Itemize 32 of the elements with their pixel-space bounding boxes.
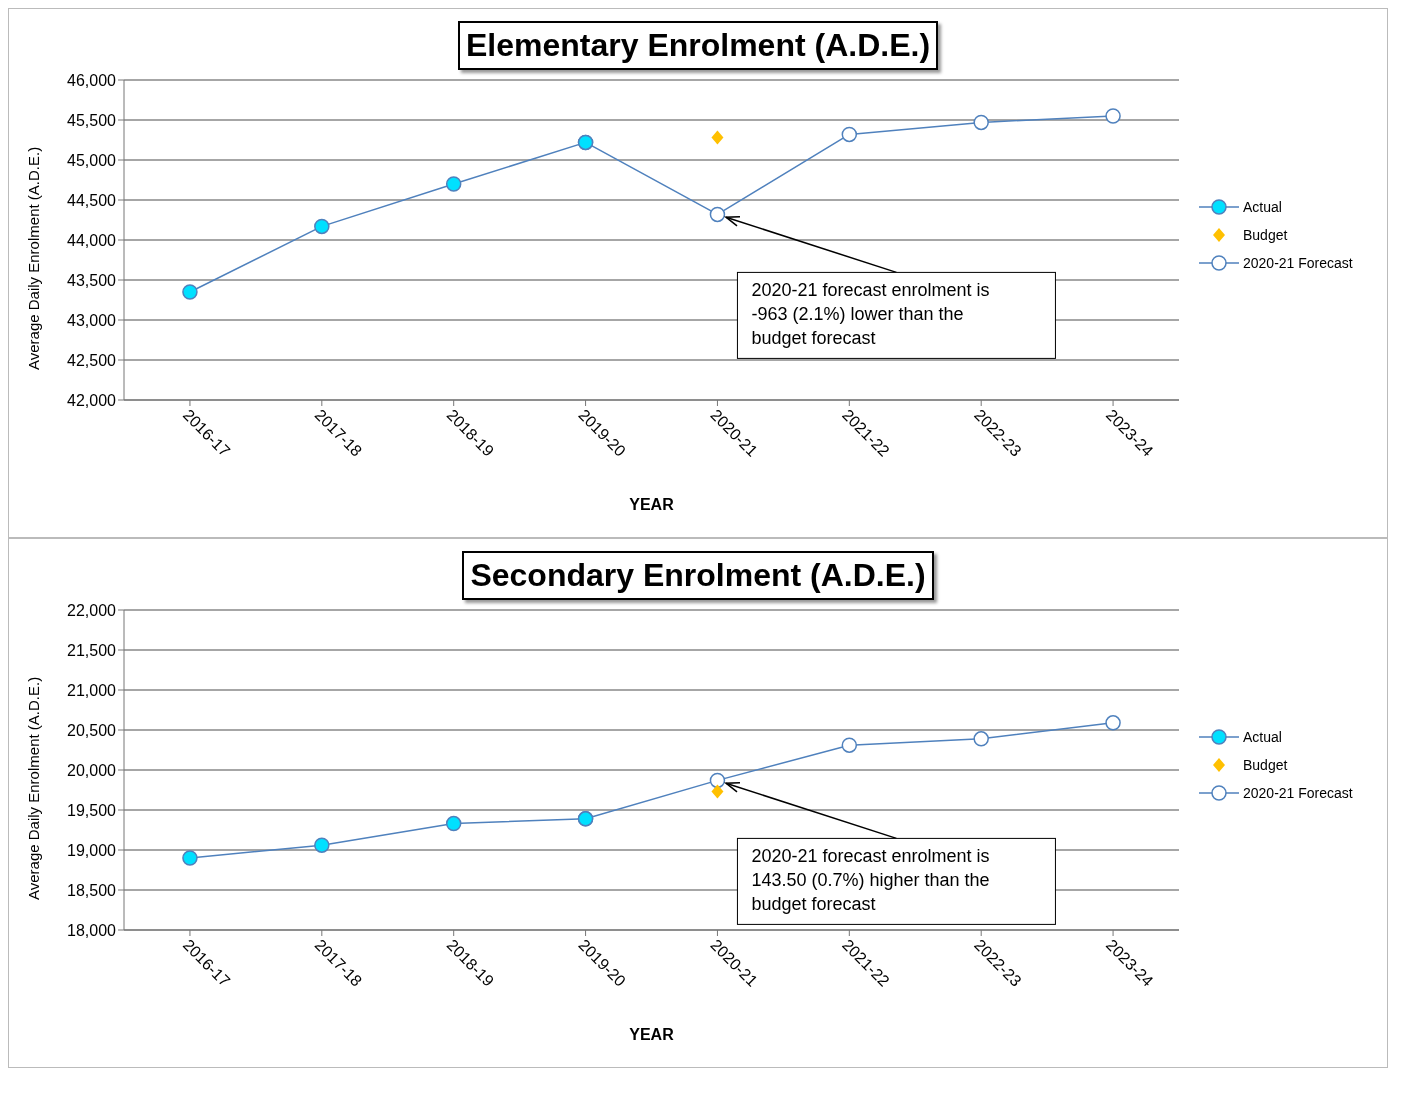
y-tick-label: 21,500 <box>67 641 117 659</box>
y-tick-label: 18,000 <box>67 921 117 939</box>
chart-title: Elementary Enrolment (A.D.E.) <box>457 21 939 70</box>
y-tick-label: 20,000 <box>67 761 117 779</box>
y-tick-label: 44,500 <box>67 191 117 209</box>
y-tick-label: 20,500 <box>67 721 117 739</box>
y-tick-label: 18,500 <box>67 881 117 899</box>
annotation: 2020-21 forecast enrolment is -963 (2.1%) lower than the budget forecast <box>751 280 990 349</box>
x-axis-title: YEAR <box>629 496 675 513</box>
y-tick-label: 43,500 <box>67 271 117 289</box>
y-tick-label: 19,500 <box>67 801 117 819</box>
chart-title: Secondary Enrolment (A.D.E.) <box>462 551 934 600</box>
y-tick-label: 45,000 <box>67 151 117 169</box>
y-tick-label: 42,000 <box>67 391 117 409</box>
y-axis-title: Average Daily Enrolment (A.D.E.) <box>25 146 43 370</box>
y-tick-label: 46,000 <box>67 71 117 89</box>
legend-label: Actual <box>1243 199 1282 215</box>
legend-label: Budget <box>1243 227 1288 243</box>
y-tick-label: 21,000 <box>67 681 117 699</box>
y-tick-label: 43,000 <box>67 311 117 329</box>
y-tick-label: 42,500 <box>67 351 117 369</box>
legend-label: 2020-21 Forecast <box>1243 785 1353 801</box>
legend-label: 2020-21 Forecast <box>1243 255 1353 271</box>
y-tick-label: 44,000 <box>67 231 117 249</box>
y-tick-label: 22,000 <box>67 601 117 619</box>
y-tick-label: 45,500 <box>67 111 117 129</box>
y-tick-label: 19,000 <box>67 841 117 859</box>
annotation: 2020-21 forecast enrolment is 143.50 (0.7%) higher than the budget forecast <box>751 846 990 915</box>
y-axis-title: Average Daily Enrolment (A.D.E.) <box>25 676 43 900</box>
legend-label: Budget <box>1243 757 1288 773</box>
x-axis-title: YEAR <box>629 1026 675 1043</box>
legend-label: Actual <box>1243 729 1282 745</box>
